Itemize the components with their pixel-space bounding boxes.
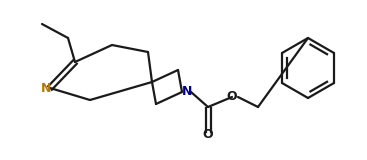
Text: O: O <box>203 128 213 141</box>
Text: N: N <box>41 81 51 95</box>
Text: N: N <box>182 84 192 97</box>
Text: O: O <box>227 89 237 103</box>
